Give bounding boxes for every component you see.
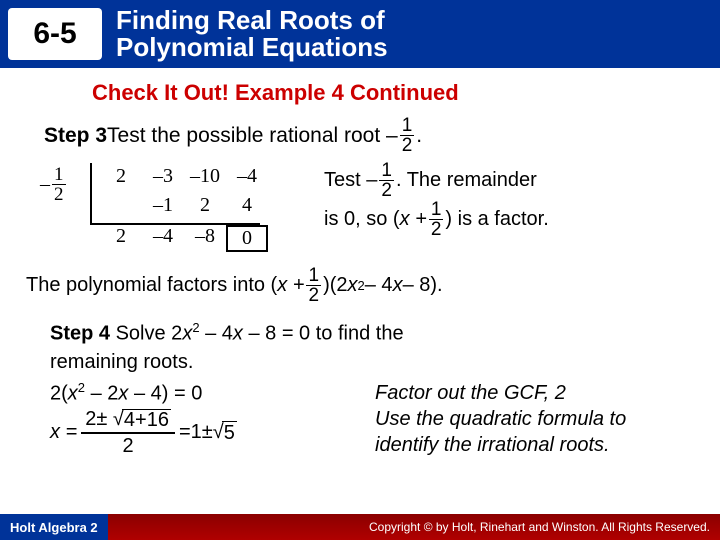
syn-frac: 1 2 (52, 165, 66, 204)
n: 1 (379, 161, 394, 181)
footer-right: Copyright © by Holt, Rinehart and Winsto… (369, 520, 710, 534)
t: )(2 (323, 274, 347, 297)
t: – 8 = 0 to find the (243, 323, 404, 345)
explain-frac2: 1 2 (429, 200, 444, 239)
x: x (68, 382, 78, 404)
t: – 2 (85, 382, 118, 404)
neg-sign: – (40, 173, 50, 196)
x-equals: x = 2± 4+16 2 =1± 5 (50, 409, 375, 456)
s: 2 (192, 320, 199, 335)
syn-frac-den: 2 (52, 185, 66, 204)
n: 1 (429, 200, 444, 220)
rad: 4+16 (122, 409, 171, 430)
t: ) is a factor. (445, 206, 548, 233)
c: –4 (142, 225, 184, 252)
step3-line: Step 3 Test the possible rational root –… (44, 116, 700, 155)
step3-label: Step 3 (44, 124, 107, 148)
mid: =1± (179, 421, 213, 444)
t: – 4 (365, 274, 393, 297)
t: Solve 2 (116, 323, 183, 345)
x: x + (400, 206, 427, 233)
t: – 8). (403, 274, 443, 297)
explain-frac1: 1 2 (379, 161, 394, 200)
step3-fraction: 1 2 (400, 116, 415, 155)
title-line1: Finding Real Roots of (116, 7, 388, 34)
footer-left: Holt Algebra 2 (0, 514, 108, 540)
sqrt2: 5 (213, 421, 237, 445)
t: Test – (324, 167, 377, 194)
sup: 2 (358, 278, 365, 293)
xeq-pre: x = (50, 421, 77, 444)
right-col: Factor out the GCF, 2 Use the quadratic … (375, 380, 700, 458)
t: 2( (50, 382, 68, 404)
frac-den: 2 (400, 136, 415, 155)
polynomial-factors: The polynomial factors into ( x + 1 2 )(… (26, 266, 700, 305)
note2: Use the quadratic formula to (375, 406, 700, 432)
explain-text: Test – 1 2 . The remainder is 0, so ( x … (324, 161, 664, 252)
syn-divisor: – 1 2 (40, 165, 68, 204)
t: 2± (85, 408, 113, 430)
note3: identify the irrational roots. (375, 432, 700, 458)
t: The polynomial factors into ( (26, 274, 277, 297)
check-it-out-heading: Check It Out! Example 4 Continued (92, 80, 700, 106)
t: . The remainder (396, 167, 537, 194)
left-col: 2(x2 – 2x – 4) = 0 x = 2± 4+16 2 =1± 5 (50, 380, 375, 458)
rad: 5 (222, 421, 237, 445)
x: x + (277, 274, 304, 297)
header: 6-5 Finding Real Roots of Polynomial Equ… (0, 0, 720, 68)
page-title: Finding Real Roots of Polynomial Equatio… (116, 7, 388, 62)
synthetic-division: – 1 2 2 –3 –10 –4 –1 2 4 2 –4 (46, 161, 306, 252)
t: is 0, so ( (324, 206, 400, 233)
syn-frac-num: 1 (52, 165, 66, 185)
step3-text: Test the possible rational root – (107, 124, 398, 148)
x: x (233, 323, 243, 345)
n: 1 (306, 266, 321, 286)
t: – 4) = 0 (128, 382, 202, 404)
x: x (348, 274, 358, 297)
step3-dot: . (416, 124, 422, 148)
x: x (118, 382, 128, 404)
x: x (393, 274, 403, 297)
d: 2 (306, 286, 321, 305)
c: 2 (100, 225, 142, 252)
d: 2 (429, 220, 444, 239)
x: x (182, 323, 192, 345)
note1: Factor out the GCF, 2 (375, 380, 700, 406)
d: 2 (379, 181, 394, 200)
sqrt1: 4+16 (113, 409, 171, 430)
footer: Holt Algebra 2 Copyright © by Holt, Rine… (0, 514, 720, 540)
remainder-box: 0 (226, 225, 268, 252)
step4-label: Step 4 (50, 323, 110, 345)
lesson-number: 6-5 (8, 8, 102, 60)
t: – 4 (200, 323, 233, 345)
title-line2: Polynomial Equations (116, 34, 388, 61)
top: 2± 4+16 (81, 409, 175, 434)
poly-frac: 1 2 (306, 266, 321, 305)
step4: Step 4 Solve 2x2 – 4x – 8 = 0 to find th… (50, 319, 700, 376)
c: –8 (184, 225, 226, 252)
bot: 2 (123, 434, 134, 456)
content: Check It Out! Example 4 Continued Step 3… (0, 68, 720, 458)
quad-frac: 2± 4+16 2 (81, 409, 175, 456)
s: 2 (78, 380, 85, 395)
frac-num: 1 (400, 116, 415, 136)
syn-row-bot: 2 –4 –8 0 (100, 225, 306, 252)
t: remaining roots. (50, 351, 193, 373)
